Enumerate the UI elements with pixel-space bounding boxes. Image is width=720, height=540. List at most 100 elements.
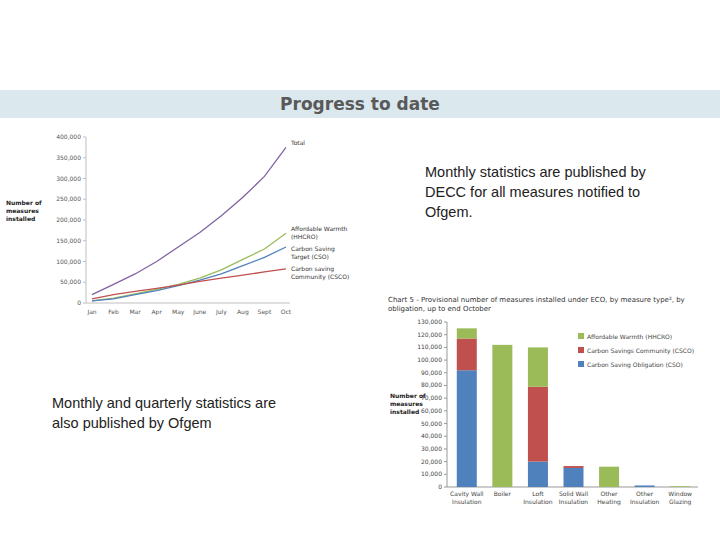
x-tick-label: Solid Wall Insulation bbox=[557, 490, 591, 505]
legend-label: Carbon Saving Obligation (CSO) bbox=[587, 361, 683, 369]
y-tick bbox=[444, 423, 447, 424]
bar bbox=[670, 486, 690, 487]
y-tick-label: 350,000 bbox=[56, 154, 81, 161]
bar bbox=[670, 487, 690, 488]
y-axis-title: Number of measures installed bbox=[6, 199, 48, 223]
y-tick-label: 400,000 bbox=[56, 133, 81, 140]
legend-swatch bbox=[578, 333, 584, 339]
y-tick bbox=[83, 220, 86, 221]
series-label: Total bbox=[291, 139, 353, 147]
y-tick bbox=[444, 398, 447, 399]
line-series bbox=[92, 233, 286, 301]
x-tick-label: Boiler bbox=[485, 490, 519, 498]
x-tick-label: Other Insulation bbox=[628, 490, 662, 505]
x-tick-label: May bbox=[172, 308, 185, 316]
y-tick-label: 0 bbox=[438, 483, 442, 490]
y-tick bbox=[444, 372, 447, 373]
x-tick-label: July bbox=[215, 308, 227, 316]
x-tick-label: Jan bbox=[86, 308, 96, 316]
x-tick-label: Oct bbox=[281, 308, 292, 315]
note-text: Monthly and quarterly statistics are als… bbox=[52, 393, 297, 433]
slide-title: Progress to date bbox=[0, 94, 720, 114]
y-tick bbox=[83, 157, 86, 158]
legend-label: Carbon Savings Community (CSCO) bbox=[587, 347, 694, 355]
bar bbox=[635, 485, 655, 486]
y-tick bbox=[444, 474, 447, 475]
y-tick-label: 50,000 bbox=[60, 278, 81, 285]
x-tick-label: June bbox=[192, 308, 206, 316]
bar bbox=[599, 467, 619, 487]
x-tick-label: Aug bbox=[237, 308, 249, 316]
y-tick-label: 100,000 bbox=[417, 356, 442, 363]
y-tick-label: 100,000 bbox=[56, 258, 81, 265]
y-tick-label: 120,000 bbox=[417, 331, 442, 338]
y-tick bbox=[83, 261, 86, 262]
series-label: Carbon Saving Target (CSO) bbox=[291, 245, 353, 260]
x-tick-label: Other Heating bbox=[592, 490, 626, 505]
y-tick-label: 80,000 bbox=[421, 381, 442, 388]
x-tick-label: Window Glazing bbox=[663, 490, 697, 505]
slide: Progress to date Monthly statistics are p… bbox=[0, 0, 720, 540]
bar bbox=[457, 328, 477, 338]
y-tick-label: 0 bbox=[77, 299, 81, 306]
bar bbox=[564, 466, 584, 467]
y-tick-label: 250,000 bbox=[56, 195, 81, 202]
legend-swatch bbox=[578, 347, 584, 353]
note-text: Monthly statistics are published by DECC… bbox=[425, 162, 675, 222]
line-series bbox=[92, 269, 286, 299]
y-tick bbox=[83, 303, 86, 304]
y-tick-label: 30,000 bbox=[421, 445, 442, 452]
bar bbox=[670, 487, 690, 488]
y-tick-label: 300,000 bbox=[56, 175, 81, 182]
line-chart: 0 50,000 100,000 150,000 200,000 250,000 300,0… bbox=[56, 133, 292, 316]
y-axis-title: Number of measures installed bbox=[390, 392, 426, 416]
y-tick bbox=[444, 347, 447, 348]
bar bbox=[457, 339, 477, 371]
y-tick bbox=[444, 385, 447, 386]
y-axis bbox=[447, 322, 448, 487]
plot-area bbox=[92, 147, 286, 301]
legend-swatch bbox=[578, 361, 584, 367]
y-tick bbox=[444, 410, 447, 411]
y-tick bbox=[444, 334, 447, 335]
y-tick-label: 40,000 bbox=[421, 432, 442, 439]
y-tick-label: 90,000 bbox=[421, 369, 442, 376]
x-tick-label: Mar bbox=[129, 308, 141, 315]
chart-title: Chart 5 - Provisional number of measures… bbox=[388, 296, 720, 314]
x-tick-label: Cavity Wall Insulation bbox=[450, 490, 484, 505]
y-tick-label: 60,000 bbox=[421, 407, 442, 414]
x-tick-label: Feb bbox=[108, 308, 119, 315]
y-tick bbox=[83, 137, 86, 138]
bar bbox=[635, 485, 655, 486]
y-tick bbox=[83, 178, 86, 179]
bar bbox=[457, 370, 477, 487]
series-label: Carbon saving Community (CSCO) bbox=[291, 265, 353, 280]
y-tick bbox=[83, 240, 86, 241]
y-tick bbox=[444, 322, 447, 323]
series-label: Affordable Warmth (HHCRO) bbox=[291, 225, 353, 240]
y-tick-label: 130,000 bbox=[417, 318, 442, 325]
y-tick-label: 20,000 bbox=[421, 458, 442, 465]
y-tick-label: 200,000 bbox=[56, 216, 81, 223]
x-tick-label: Sept bbox=[258, 308, 272, 316]
y-tick bbox=[83, 282, 86, 283]
y-tick bbox=[444, 487, 447, 488]
bar bbox=[528, 462, 548, 487]
bar bbox=[492, 345, 512, 487]
bar bbox=[635, 485, 655, 487]
x-tick-label: Loft Insulation bbox=[521, 490, 555, 505]
bar bbox=[528, 347, 548, 386]
y-tick-label: 150,000 bbox=[56, 237, 81, 244]
y-tick bbox=[83, 199, 86, 200]
bar-chart: 010,00020,00030,00040,00050,00060,00070,… bbox=[417, 318, 698, 490]
bar bbox=[564, 468, 584, 487]
line-series bbox=[92, 247, 286, 301]
y-tick bbox=[444, 360, 447, 361]
legend-label: Affordable Warmth (HHCRO) bbox=[587, 333, 672, 340]
y-tick-label: 110,000 bbox=[417, 343, 442, 350]
x-tick-label: Apr bbox=[151, 308, 162, 316]
y-tick bbox=[444, 448, 447, 449]
x-axis bbox=[86, 303, 290, 304]
charts-canvas: 0 50,000 100,000 150,000 200,000 250,000 300,0… bbox=[0, 0, 720, 540]
y-tick-label: 10,000 bbox=[421, 470, 442, 477]
